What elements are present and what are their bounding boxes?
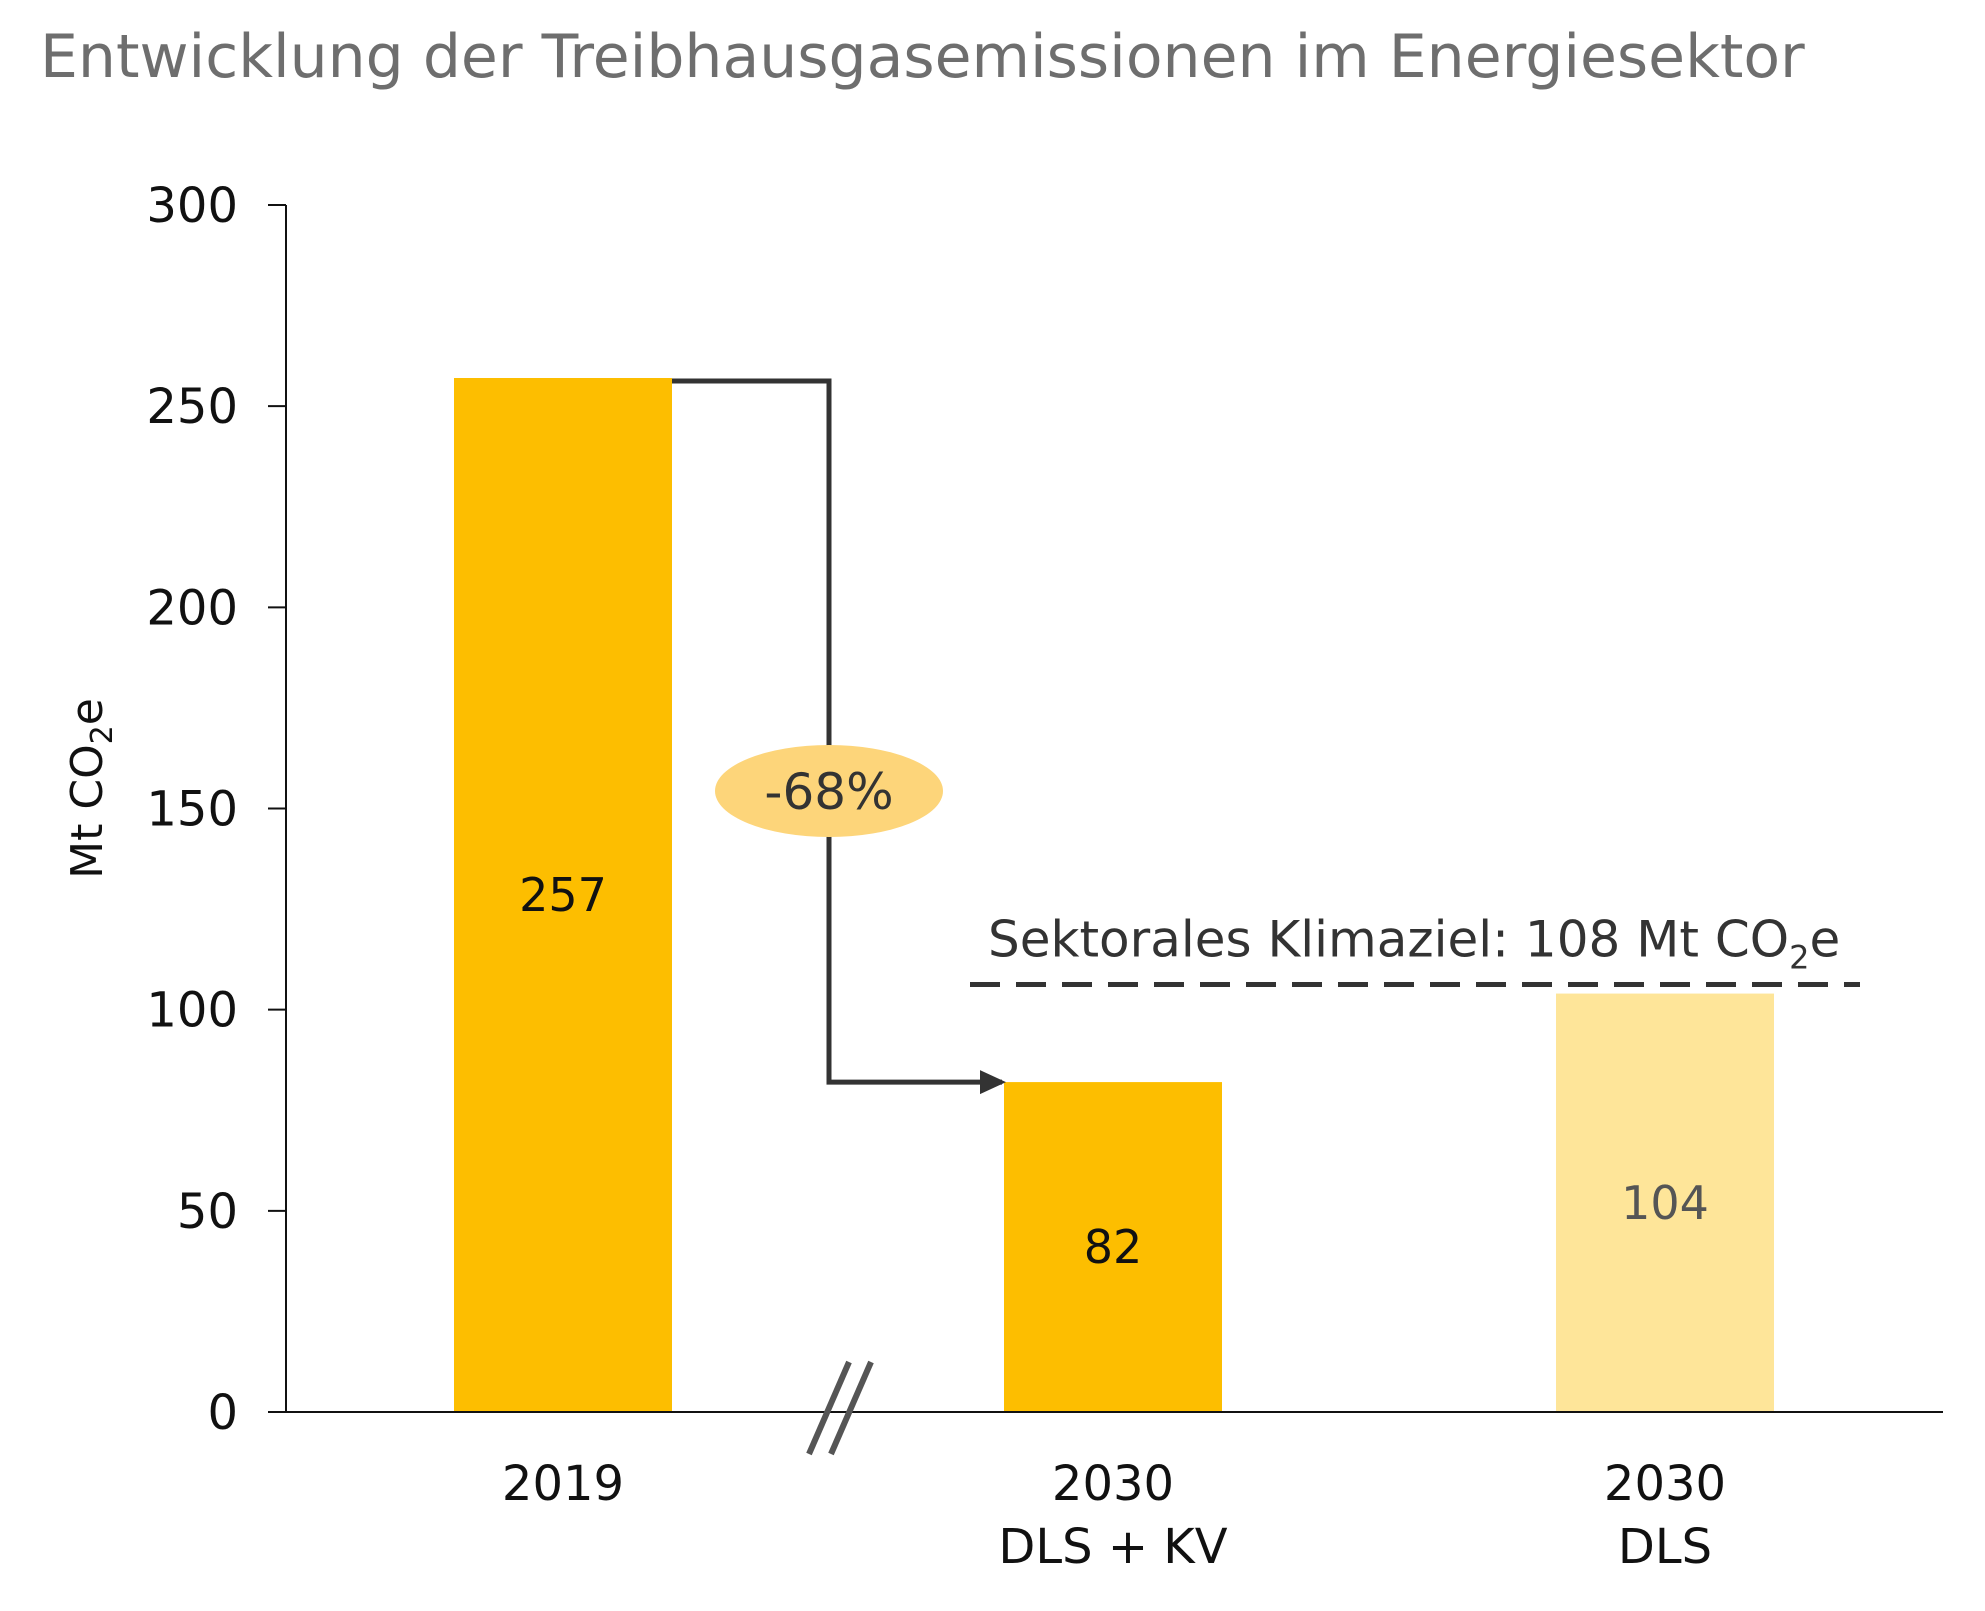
value-label-0: 257 [519,868,607,922]
bar-1 [1004,1082,1222,1412]
category-label-2-1: DLS [1618,1519,1712,1575]
change-arrow-head [980,1070,1006,1095]
category-label-0-0: 2019 [502,1456,624,1512]
change-arrow [672,378,1004,1088]
change-badge-label: -68% [764,763,893,821]
change-badge [715,745,943,837]
y-axis-title: Mt CO2e [62,698,120,879]
target-line-label: Sektorales Klimaziel: 108 Mt CO2e [988,910,1840,976]
category-label-2-0: 2030 [1604,1456,1726,1512]
category-label-1-1: DLS + KV [998,1519,1227,1575]
y-tick-label-100: 100 [146,983,238,1039]
category-label-1-0: 2030 [1052,1456,1174,1512]
axis-break-mark-0 [806,1360,852,1456]
value-label-1: 82 [1084,1220,1143,1274]
bar-0 [454,378,672,1413]
y-tick-label-150: 150 [146,782,238,838]
y-tick-label-0: 0 [207,1385,238,1441]
value-label-2: 104 [1621,1176,1709,1230]
axis-break-mark-1 [828,1360,874,1456]
chart-title: Entwicklung der Treibhausgasemissionen i… [40,22,1805,92]
y-tick-label-200: 200 [146,580,238,636]
y-tick-label-250: 250 [146,379,238,435]
y-tick-label-300: 300 [146,178,238,234]
y-tick-label-50: 50 [177,1184,238,1240]
bar-2 [1556,993,1774,1412]
